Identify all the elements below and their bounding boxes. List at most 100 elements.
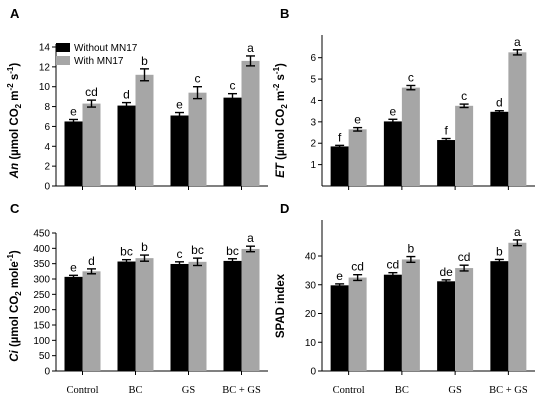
error-bar [246, 245, 255, 253]
error-bar [494, 110, 504, 114]
x-tick-label: GS [182, 385, 196, 396]
y-axis-label: An (µmol CO2 m-2 s-1) [6, 63, 23, 180]
error-bar [406, 84, 416, 91]
significance-letter: b [141, 54, 148, 68]
significance-letter: bc [120, 245, 133, 259]
error-bar [193, 257, 202, 267]
y-tick-label: 4 [44, 142, 50, 153]
error-bar [353, 273, 363, 282]
y-tick-label: 6 [310, 53, 316, 64]
bar-with [241, 60, 260, 186]
bar-with [188, 261, 207, 371]
y-tick-label: 2 [44, 162, 50, 173]
bar-without [223, 260, 242, 371]
error-bar [246, 55, 255, 67]
y-tick-label: 14 [39, 43, 51, 54]
x-tick-label: Control [66, 385, 98, 396]
y-tick-label: 450 [33, 229, 50, 240]
bar-without [383, 121, 402, 186]
bar-with [348, 129, 367, 186]
significance-letter: a [247, 41, 254, 55]
error-bar [122, 258, 131, 265]
error-bar [193, 86, 202, 100]
y-tick-label: 0 [310, 367, 316, 378]
y-tick-label: 0 [44, 182, 50, 193]
significance-letter: f [444, 124, 448, 138]
error-bar [512, 49, 522, 56]
bar-with [401, 259, 420, 371]
x-tick-label: BC [128, 385, 142, 396]
significance-letter: cd [387, 258, 400, 272]
significance-letter: e [70, 260, 77, 274]
panel-label: C [10, 201, 20, 216]
bar-without [383, 274, 402, 371]
bar-without [64, 276, 83, 371]
significance-letter: e [390, 104, 397, 118]
bar-with [455, 105, 474, 186]
significance-letter: e [70, 104, 77, 118]
panel-label: D [280, 201, 289, 216]
bar-with [348, 277, 367, 371]
y-tick-label: 150 [33, 321, 50, 332]
bar-without [437, 140, 456, 186]
y-tick-label: 10 [305, 338, 317, 349]
y-tick-label: 40 [305, 252, 317, 263]
significance-letter: b [141, 240, 148, 254]
panel-label: A [10, 6, 20, 21]
error-bar [140, 68, 149, 82]
significance-letter: de [439, 265, 453, 279]
significance-letter: bc [226, 244, 239, 258]
y-tick-label: 10 [39, 82, 51, 93]
y-tick-label: 200 [33, 305, 50, 316]
y-tick-label: 3 [310, 117, 316, 128]
y-tick-label: 8 [44, 102, 50, 113]
bar-with [508, 52, 527, 186]
significance-letter: c [177, 247, 183, 261]
error-bar [459, 264, 469, 272]
bar-without [170, 115, 189, 186]
bar-without [437, 281, 456, 371]
bar-without [330, 285, 349, 371]
x-tick-label: Control [333, 385, 365, 396]
error-bar [441, 279, 451, 284]
bar-without [64, 121, 83, 186]
y-axis-label: Ci (µmol CO2 mole-1) [6, 250, 23, 362]
significance-letter: cd [351, 260, 364, 274]
significance-letter: cd [85, 85, 98, 99]
error-bar [335, 283, 345, 288]
y-tick-label: 400 [33, 244, 50, 255]
bar-without [490, 111, 509, 186]
x-tick-label: BC + GS [489, 385, 528, 396]
bar-without [490, 261, 509, 371]
significance-letter: d [88, 254, 95, 268]
significance-letter: c [408, 70, 414, 84]
error-bar [406, 255, 416, 264]
chart-panel-C: C 0 50 100 150 200 250 300 350 400 450 Ci (µmol CO2… [6, 201, 268, 396]
bar-with [82, 103, 101, 186]
legend-swatch-without [56, 43, 70, 52]
error-bar [175, 111, 184, 120]
significance-letter: b [408, 242, 415, 256]
y-tick-label: 4 [310, 96, 316, 107]
significance-letter: a [514, 225, 521, 239]
bar-without [117, 261, 136, 371]
bar-with [135, 258, 154, 371]
legend-swatch-with [56, 56, 70, 65]
error-bar [353, 126, 363, 132]
significance-letter: bc [191, 243, 204, 257]
error-bar [69, 118, 78, 125]
error-bar [388, 271, 398, 278]
significance-letter: c [461, 89, 467, 103]
significance-letter: c [195, 72, 201, 86]
error-bar [228, 92, 237, 103]
significance-letter: a [514, 35, 521, 49]
significance-letter: a [247, 231, 254, 245]
y-tick-label: 250 [33, 290, 50, 301]
error-bar [87, 268, 96, 275]
error-bar [494, 258, 504, 264]
significance-letter: e [336, 269, 343, 283]
y-tick-label: 350 [33, 259, 50, 270]
